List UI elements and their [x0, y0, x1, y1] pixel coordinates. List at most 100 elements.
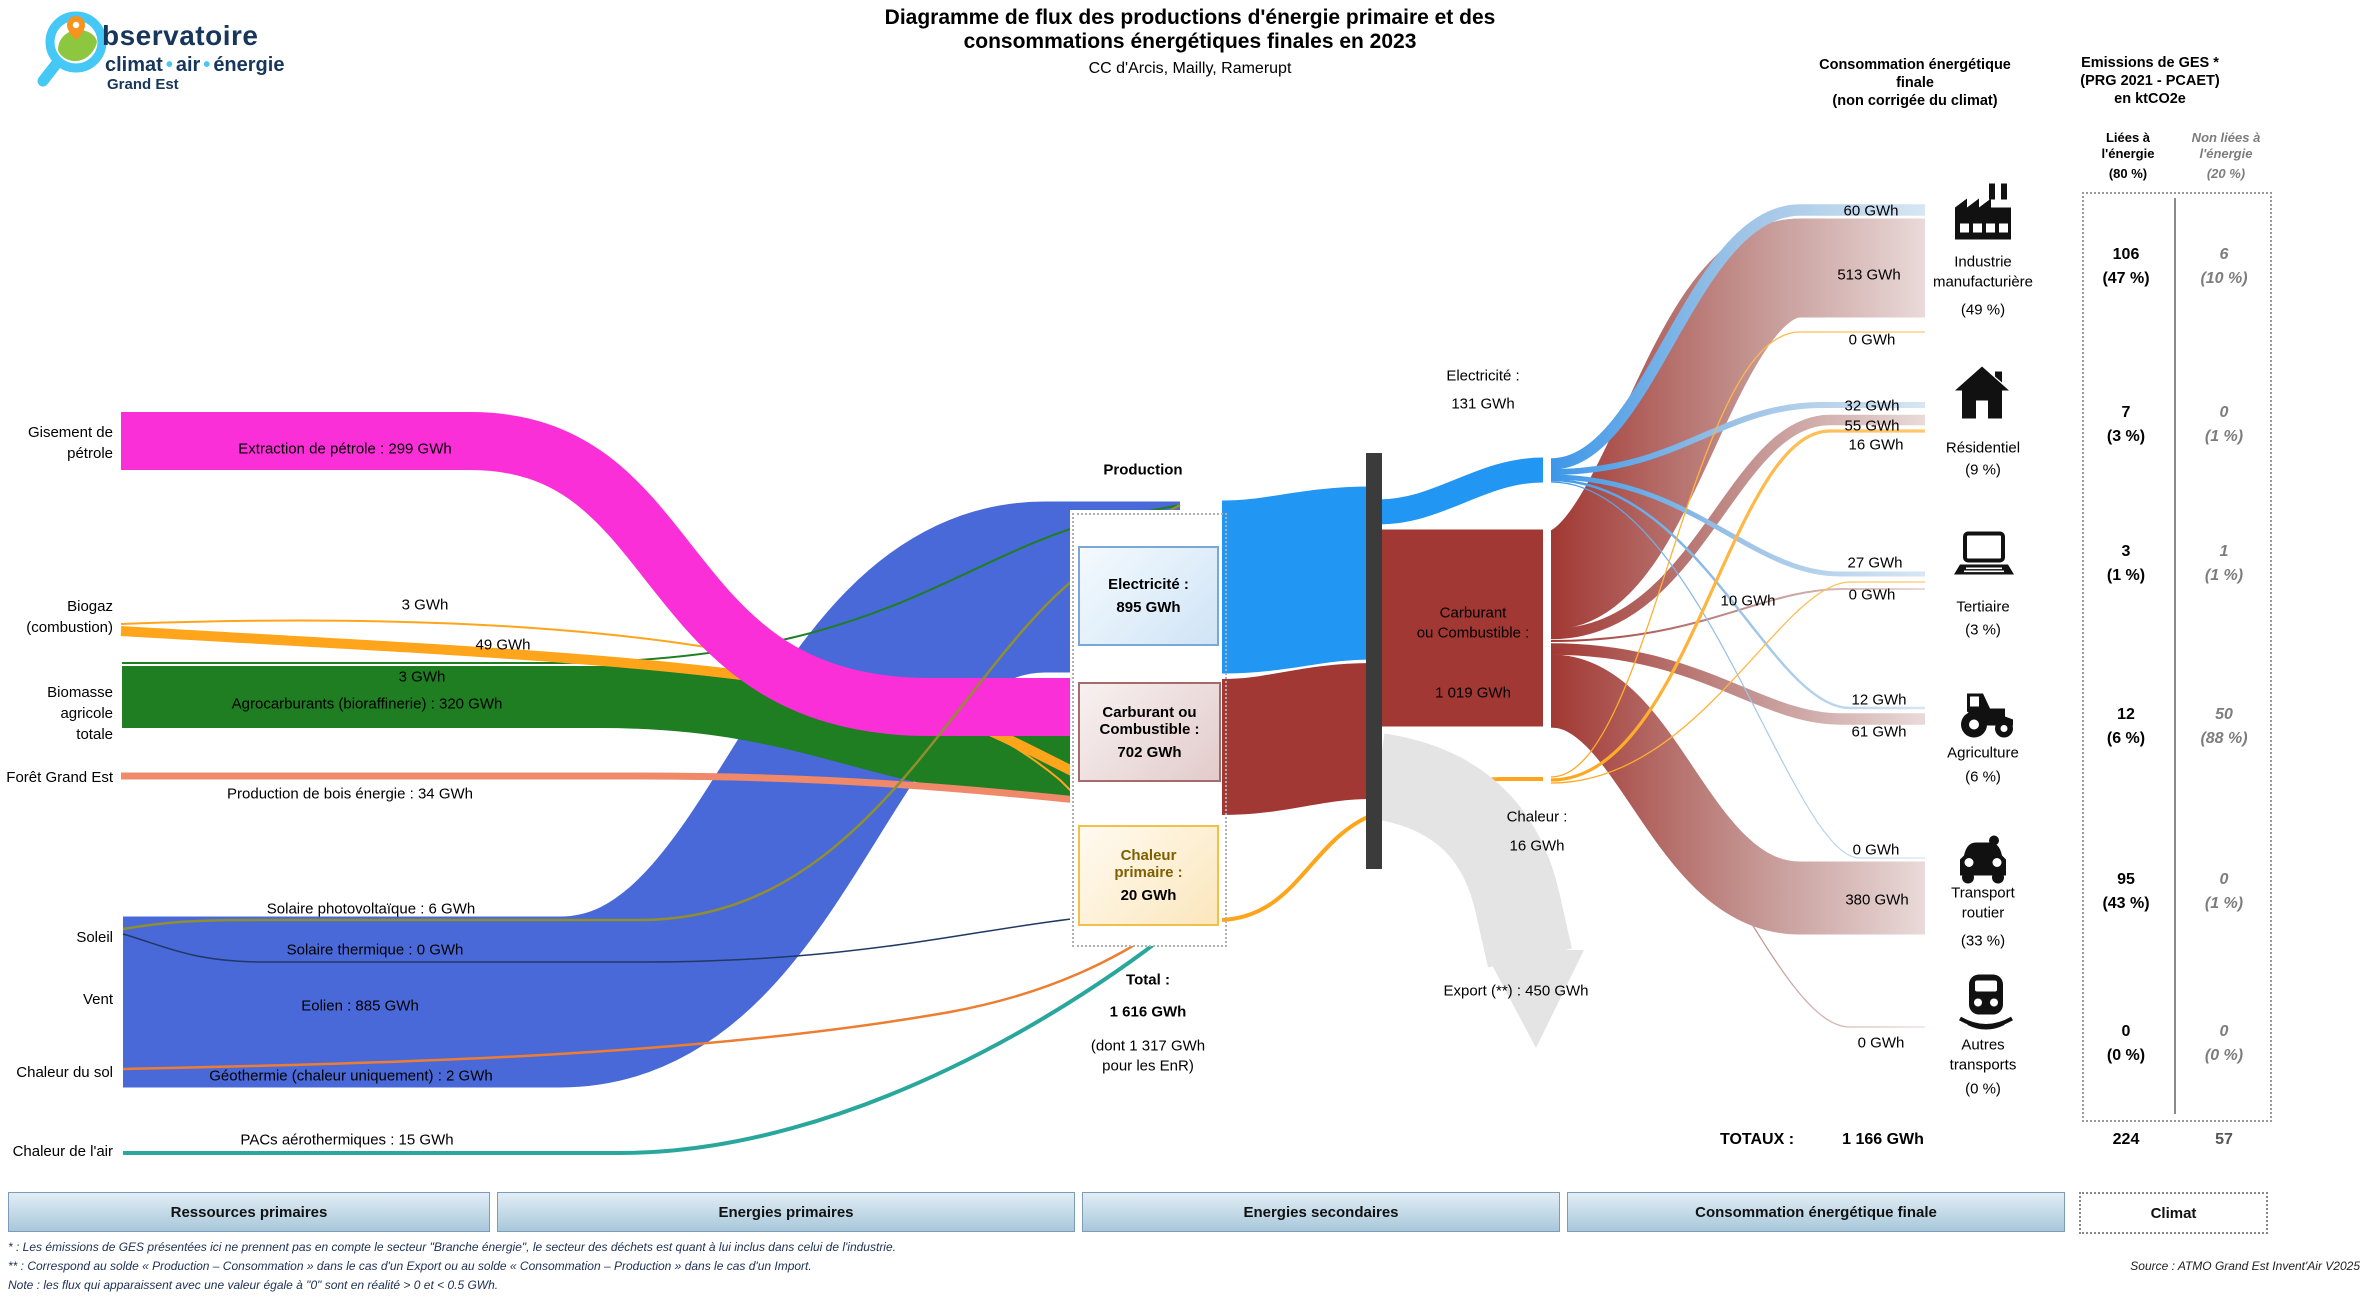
footnote-2: ** : Correspond au solde « Production – … — [8, 1259, 812, 1273]
footnote-1: * : Les émissions de GES présentées ici … — [8, 1240, 896, 1254]
magnifier-icon — [37, 11, 107, 87]
flow-elec-agriculture-12 — [1550, 478, 1925, 710]
emissions-header-l3: en ktCO2e — [2114, 91, 2186, 107]
emissions-header-l1: Emissions de GES * — [2081, 55, 2219, 71]
flow-elec-transport-0 — [1550, 481, 1925, 859]
band-energies-primaires: Energies primaires — [497, 1192, 1075, 1232]
sector-autres-pct: (0 %) — [1965, 1080, 2001, 1098]
production-header: Production — [1103, 461, 1183, 479]
band-ressources-primaires: Ressources primaires — [8, 1192, 490, 1232]
flow-carb-tertiaire-10 — [1550, 588, 1925, 642]
emi-residentiel-nonliees: 0 — [2219, 403, 2229, 421]
source-biomasse: Biomasse agricole totale — [0, 682, 113, 745]
source-petrole-l1: Gisement de — [27, 424, 113, 441]
source-biogaz-l2: (combustion) — [26, 619, 113, 636]
residentiel-elec-value: 32 GWh — [1844, 397, 1900, 415]
autres-carb-value: 0 GWh — [1857, 1034, 1905, 1052]
emi-industrie-liees-pct: (47 %) — [2102, 269, 2150, 287]
emi-autres-liees: 0 — [2121, 1022, 2131, 1040]
production-elec-box: Electricité : 895 GWh — [1078, 546, 1219, 646]
source-biomasse-l2: totale — [76, 726, 113, 743]
production-carb-label2: Combustible : — [1099, 720, 1200, 738]
source-biomasse-l1: Biomasse agricole — [47, 684, 113, 722]
totaux-value: 1 166 GWh — [1842, 1130, 1924, 1148]
industrie-chaleur-value: 0 GWh — [1848, 331, 1896, 349]
residentiel-carb-value: 55 GWh — [1844, 417, 1900, 435]
car-icon — [1954, 832, 2012, 889]
emi-industrie-liees: 106 — [2112, 245, 2140, 263]
sector-residentiel-pct: (9 %) — [1965, 461, 2001, 479]
dot-separator-icon: • — [165, 54, 173, 76]
source-credit: Source : ATMO Grand Est Invent'Air V2025 — [2130, 1259, 2360, 1273]
sector-transport-pct: (33 %) — [1960, 932, 2006, 950]
secondary-carb-label2: ou Combustible : — [1416, 624, 1530, 642]
sector-tertiaire-pct: (3 %) — [1965, 621, 2001, 639]
sector-residentiel: Résidentiel — [1945, 439, 2021, 457]
flow-elec-industrie-60 — [1550, 204, 1925, 470]
sector-agriculture-pct: (6 %) — [1965, 768, 2001, 786]
production-elec-label: Electricité : — [1108, 576, 1189, 593]
production-carb-label1: Carburant ou — [1102, 703, 1197, 721]
logo-brand-text: bservatoire — [102, 20, 259, 51]
label-biogaz-3: 3 GWh — [401, 596, 449, 614]
emissions-divider — [2174, 198, 2176, 1114]
observatoire-logo: bservatoire climat • air • énergie Grand Est — [36, 4, 286, 94]
col-left-l1: Liées à — [2105, 130, 2151, 145]
emi-residentiel-liees-pct: (3 %) — [2106, 427, 2146, 445]
flow-carb-agriculture-61 — [1550, 643, 1925, 725]
flow-chaleur-industrie-0 — [1550, 331, 1925, 778]
band-climat: Climat — [2079, 1192, 2268, 1234]
footnote-3: Note : les flux qui apparaissent avec un… — [8, 1278, 499, 1292]
col-right-l1: Non liées à — [2191, 130, 2261, 145]
title-subtitle: CC d'Arcis, Mailly, Ramerupt — [1088, 60, 1292, 77]
secondary-carb-value: 1 019 GWh — [1435, 684, 1511, 702]
emi-tertiaire-nonliees: 1 — [2219, 542, 2229, 560]
band-consommation-finale: Consommation énergétique finale — [1567, 1192, 2065, 1232]
source-biogaz-l1: Biogaz — [67, 598, 113, 615]
agriculture-elec-value: 12 GWh — [1851, 691, 1907, 709]
label-pac: PACs aérothermiques : 15 GWh — [240, 1131, 454, 1149]
production-carb-value: 702 GWh — [1117, 743, 1182, 761]
transport-elec-value: 0 GWh — [1852, 841, 1900, 859]
logo-tag-energie: énergie — [213, 54, 285, 76]
emi-transport-liees: 95 — [2117, 870, 2135, 888]
secondary-flows — [1370, 457, 1572, 968]
logo-tag-climat: climat — [105, 54, 163, 76]
emi-tertiaire-liees: 3 — [2121, 542, 2131, 560]
flow-biomasse-3 — [122, 504, 1181, 664]
production-chaleur-label1: Chaleur — [1120, 847, 1177, 864]
sector-industrie-line1: Industrie — [1954, 253, 2012, 271]
flow-chaleur-tertiaire-0 — [1550, 581, 1925, 784]
emi-residentiel-nonliees-pct: (1 %) — [2204, 427, 2244, 445]
export-arrowhead — [1484, 950, 1584, 1048]
secondary-chaleur-label: Chaleur : — [1506, 808, 1568, 826]
flow-export — [1370, 733, 1572, 968]
tertiaire-carb-value: 10 GWh — [1720, 592, 1776, 610]
flow-carb-autres-0 — [1550, 726, 1925, 1028]
page-title: Diagramme de flux des productions d'éner… — [780, 6, 1600, 78]
flow-carb-out — [1220, 663, 1374, 815]
production-total-value: 1 616 GWh — [1109, 1003, 1187, 1021]
source-chaleur-sol: Chaleur du sol — [16, 1064, 113, 1081]
primary-flows — [120, 412, 1182, 1155]
flow-carb-industrie-513 — [1544, 218, 1925, 630]
factory-icon — [1951, 183, 2015, 247]
emi-agriculture-liees: 12 — [2117, 705, 2135, 723]
sector-tertiaire: Tertiaire — [1956, 598, 2010, 616]
flow-elec-residentiel-32 — [1550, 402, 1925, 475]
flow-elec-131 — [1377, 457, 1544, 525]
emi-autres-nonliees-pct: (0 %) — [2204, 1046, 2244, 1064]
col-right-l3: (20 %) — [2206, 166, 2246, 181]
totaux-label: TOTAUX : — [1719, 1130, 1795, 1148]
sector-industrie-line2: manufacturière — [1932, 273, 2034, 291]
house-icon — [1951, 365, 2013, 426]
transport-carb-value: 380 GWh — [1845, 891, 1909, 909]
emissions-box — [2082, 192, 2272, 1122]
secondary-elec-value: 131 GWh — [1451, 395, 1515, 413]
flow-geothermie — [122, 916, 1181, 1071]
label-agro: Agrocarburants (bioraffinerie) : 320 GWh — [231, 695, 503, 713]
source-vent: Vent — [82, 991, 113, 1008]
emi-industrie-nonliees-pct: (10 %) — [2200, 269, 2248, 287]
label-pv: Solaire photovoltaïque : 6 GWh — [266, 900, 476, 918]
